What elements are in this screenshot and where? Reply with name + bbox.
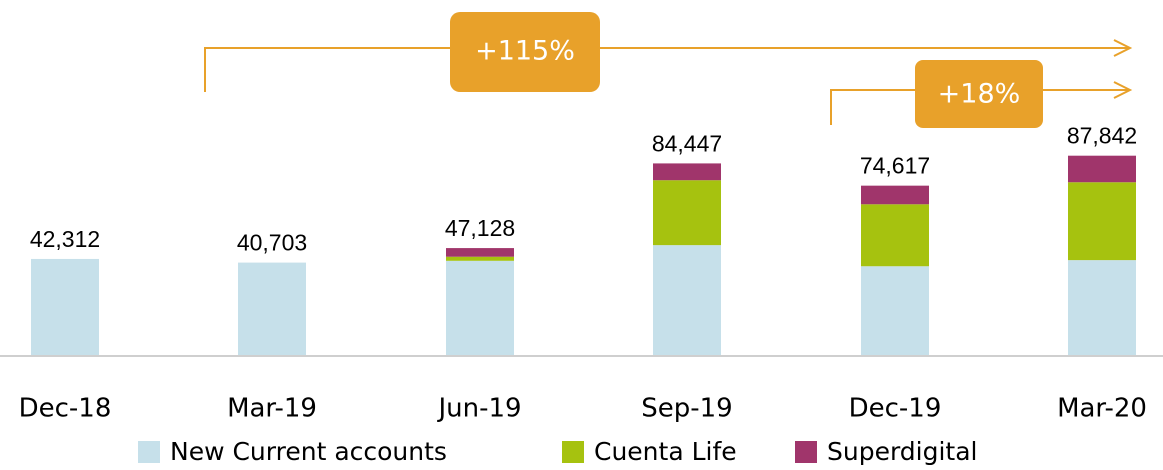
legend-label: New Current accounts	[170, 437, 447, 466]
bar-segment	[1068, 182, 1136, 261]
bar-segment	[653, 163, 721, 181]
x-tick-label: Jun-19	[436, 394, 521, 424]
x-tick-label: Dec-18	[19, 394, 112, 424]
annotation-box	[915, 60, 1043, 128]
bar-segment	[861, 185, 929, 205]
bar-segment	[861, 204, 929, 267]
bar-segment	[446, 256, 514, 261]
x-tick-label: Sep-19	[641, 394, 732, 424]
annotation: +115%	[475, 36, 575, 67]
bar-segment	[446, 248, 514, 257]
annotation: +18%	[938, 79, 1021, 110]
data-label: 47,128	[445, 215, 515, 241]
annotation-box	[450, 12, 600, 92]
x-tick-label: Mar-20	[1057, 394, 1147, 424]
data-label: 40,703	[237, 230, 307, 256]
legend-label: Cuenta Life	[594, 437, 737, 466]
data-label: 74,617	[860, 153, 930, 179]
x-tick-label: Dec-19	[849, 394, 942, 424]
bar-segment	[238, 262, 306, 355]
legend-label: Superdigital	[827, 437, 978, 466]
legend-swatch	[138, 441, 160, 463]
legend-swatch	[562, 441, 584, 463]
legend-swatch	[795, 441, 817, 463]
bar-segment	[31, 258, 99, 355]
bar-segment	[653, 180, 721, 246]
bar-segment	[1068, 260, 1136, 355]
data-label: 87,842	[1067, 123, 1137, 149]
bar-segment	[1068, 155, 1136, 183]
bar-segment	[653, 245, 721, 355]
x-tick-label: Mar-19	[227, 394, 317, 424]
data-label: 42,312	[30, 226, 100, 252]
bar-segment	[861, 266, 929, 355]
data-label: 84,447	[652, 130, 722, 156]
bar-segment	[446, 260, 514, 355]
